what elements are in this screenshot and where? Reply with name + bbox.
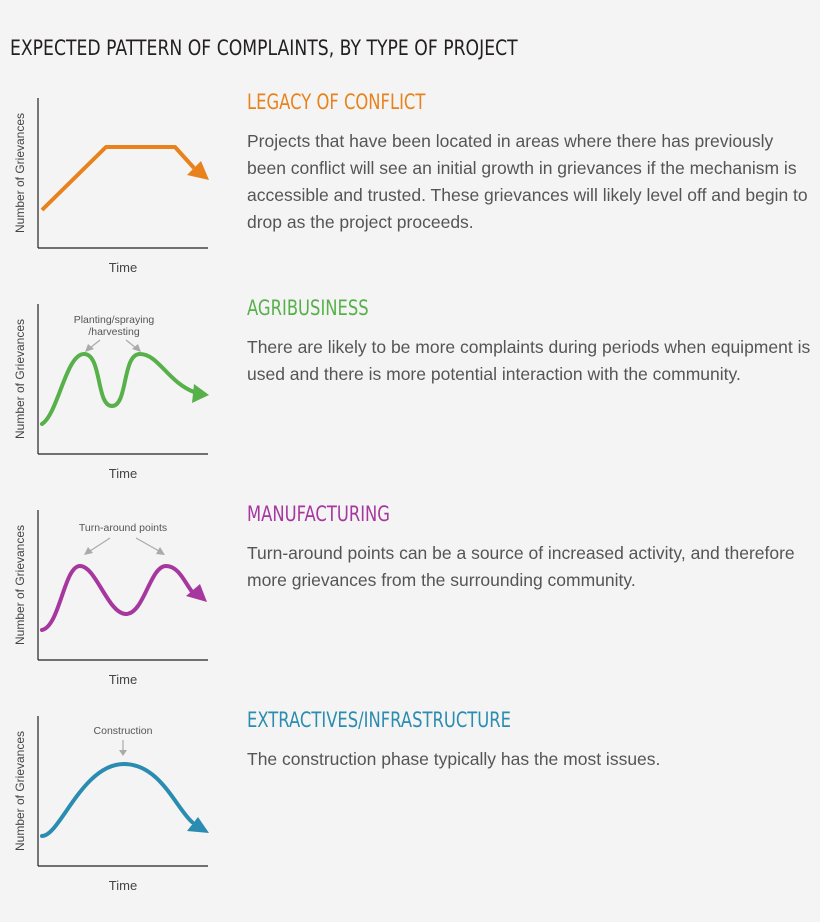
section-agribusiness: Number of Grievances Time Planting/spray…: [0, 296, 820, 510]
section-description: Projects that have been located in areas…: [247, 131, 808, 232]
section-heading: MANUFACTURING: [247, 502, 391, 526]
section-description: Turn-around points can be a source of in…: [247, 543, 795, 590]
section-description: There are likely to be more complaints d…: [247, 337, 811, 384]
annotation-label: Construction: [94, 725, 153, 737]
page-title: EXPECTED PATTERN OF COMPLAINTS, BY TYPE …: [10, 36, 518, 60]
section-heading: LEGACY OF CONFLICT: [247, 90, 426, 114]
y-axis-label: Number of Grievances: [13, 525, 27, 645]
x-axis-label: Time: [109, 878, 137, 893]
grievance-curve: [40, 761, 194, 838]
y-axis-label: Number of Grievances: [13, 731, 27, 851]
section-heading: AGRIBUSINESS: [247, 296, 369, 320]
manufacturing-graph: Number of Grievances Time Turn-around po…: [13, 510, 208, 687]
section-heading: EXTRACTIVES/INFRASTRUCTURE: [247, 708, 512, 732]
annotation-label-line2: /harvesting: [88, 326, 140, 338]
annotation-label: Planting/spraying: [74, 314, 155, 326]
extractives-infrastructure-graph: Number of Grievances Time Construction: [13, 716, 209, 893]
grievance-curve: [40, 351, 196, 426]
y-axis-label: Number of Grievances: [13, 113, 27, 233]
x-axis-label: Time: [109, 466, 137, 481]
agribusiness-graph: Number of Grievances Time Planting/spray…: [13, 304, 209, 481]
section-legacy-of-conflict: Number of Grievances Time LEGACY OF CONF…: [0, 90, 820, 304]
x-axis-label: Time: [109, 672, 137, 687]
annotation-arrow: [119, 740, 127, 756]
annotation-label: Turn-around points: [79, 522, 167, 534]
arrowhead: [186, 584, 207, 602]
section-description: The construction phase typically has the…: [247, 749, 661, 769]
x-axis-label: Time: [109, 260, 137, 275]
annotation-arrows: [85, 339, 141, 352]
arrowhead: [187, 817, 209, 833]
section-manufacturing: Number of Grievances Time Turn-around po…: [0, 502, 820, 716]
arrowhead: [187, 161, 209, 180]
grievance-curve: [40, 145, 196, 212]
annotation-arrows: [84, 537, 165, 555]
legacy-of-conflict-graph: Number of Grievances Time: [13, 98, 209, 275]
grievance-curve: [40, 563, 196, 632]
arrowhead: [192, 384, 209, 403]
y-axis-label: Number of Grievances: [13, 319, 27, 439]
section-extractives-infrastructure: Number of Grievances Time Construction E…: [0, 708, 820, 922]
